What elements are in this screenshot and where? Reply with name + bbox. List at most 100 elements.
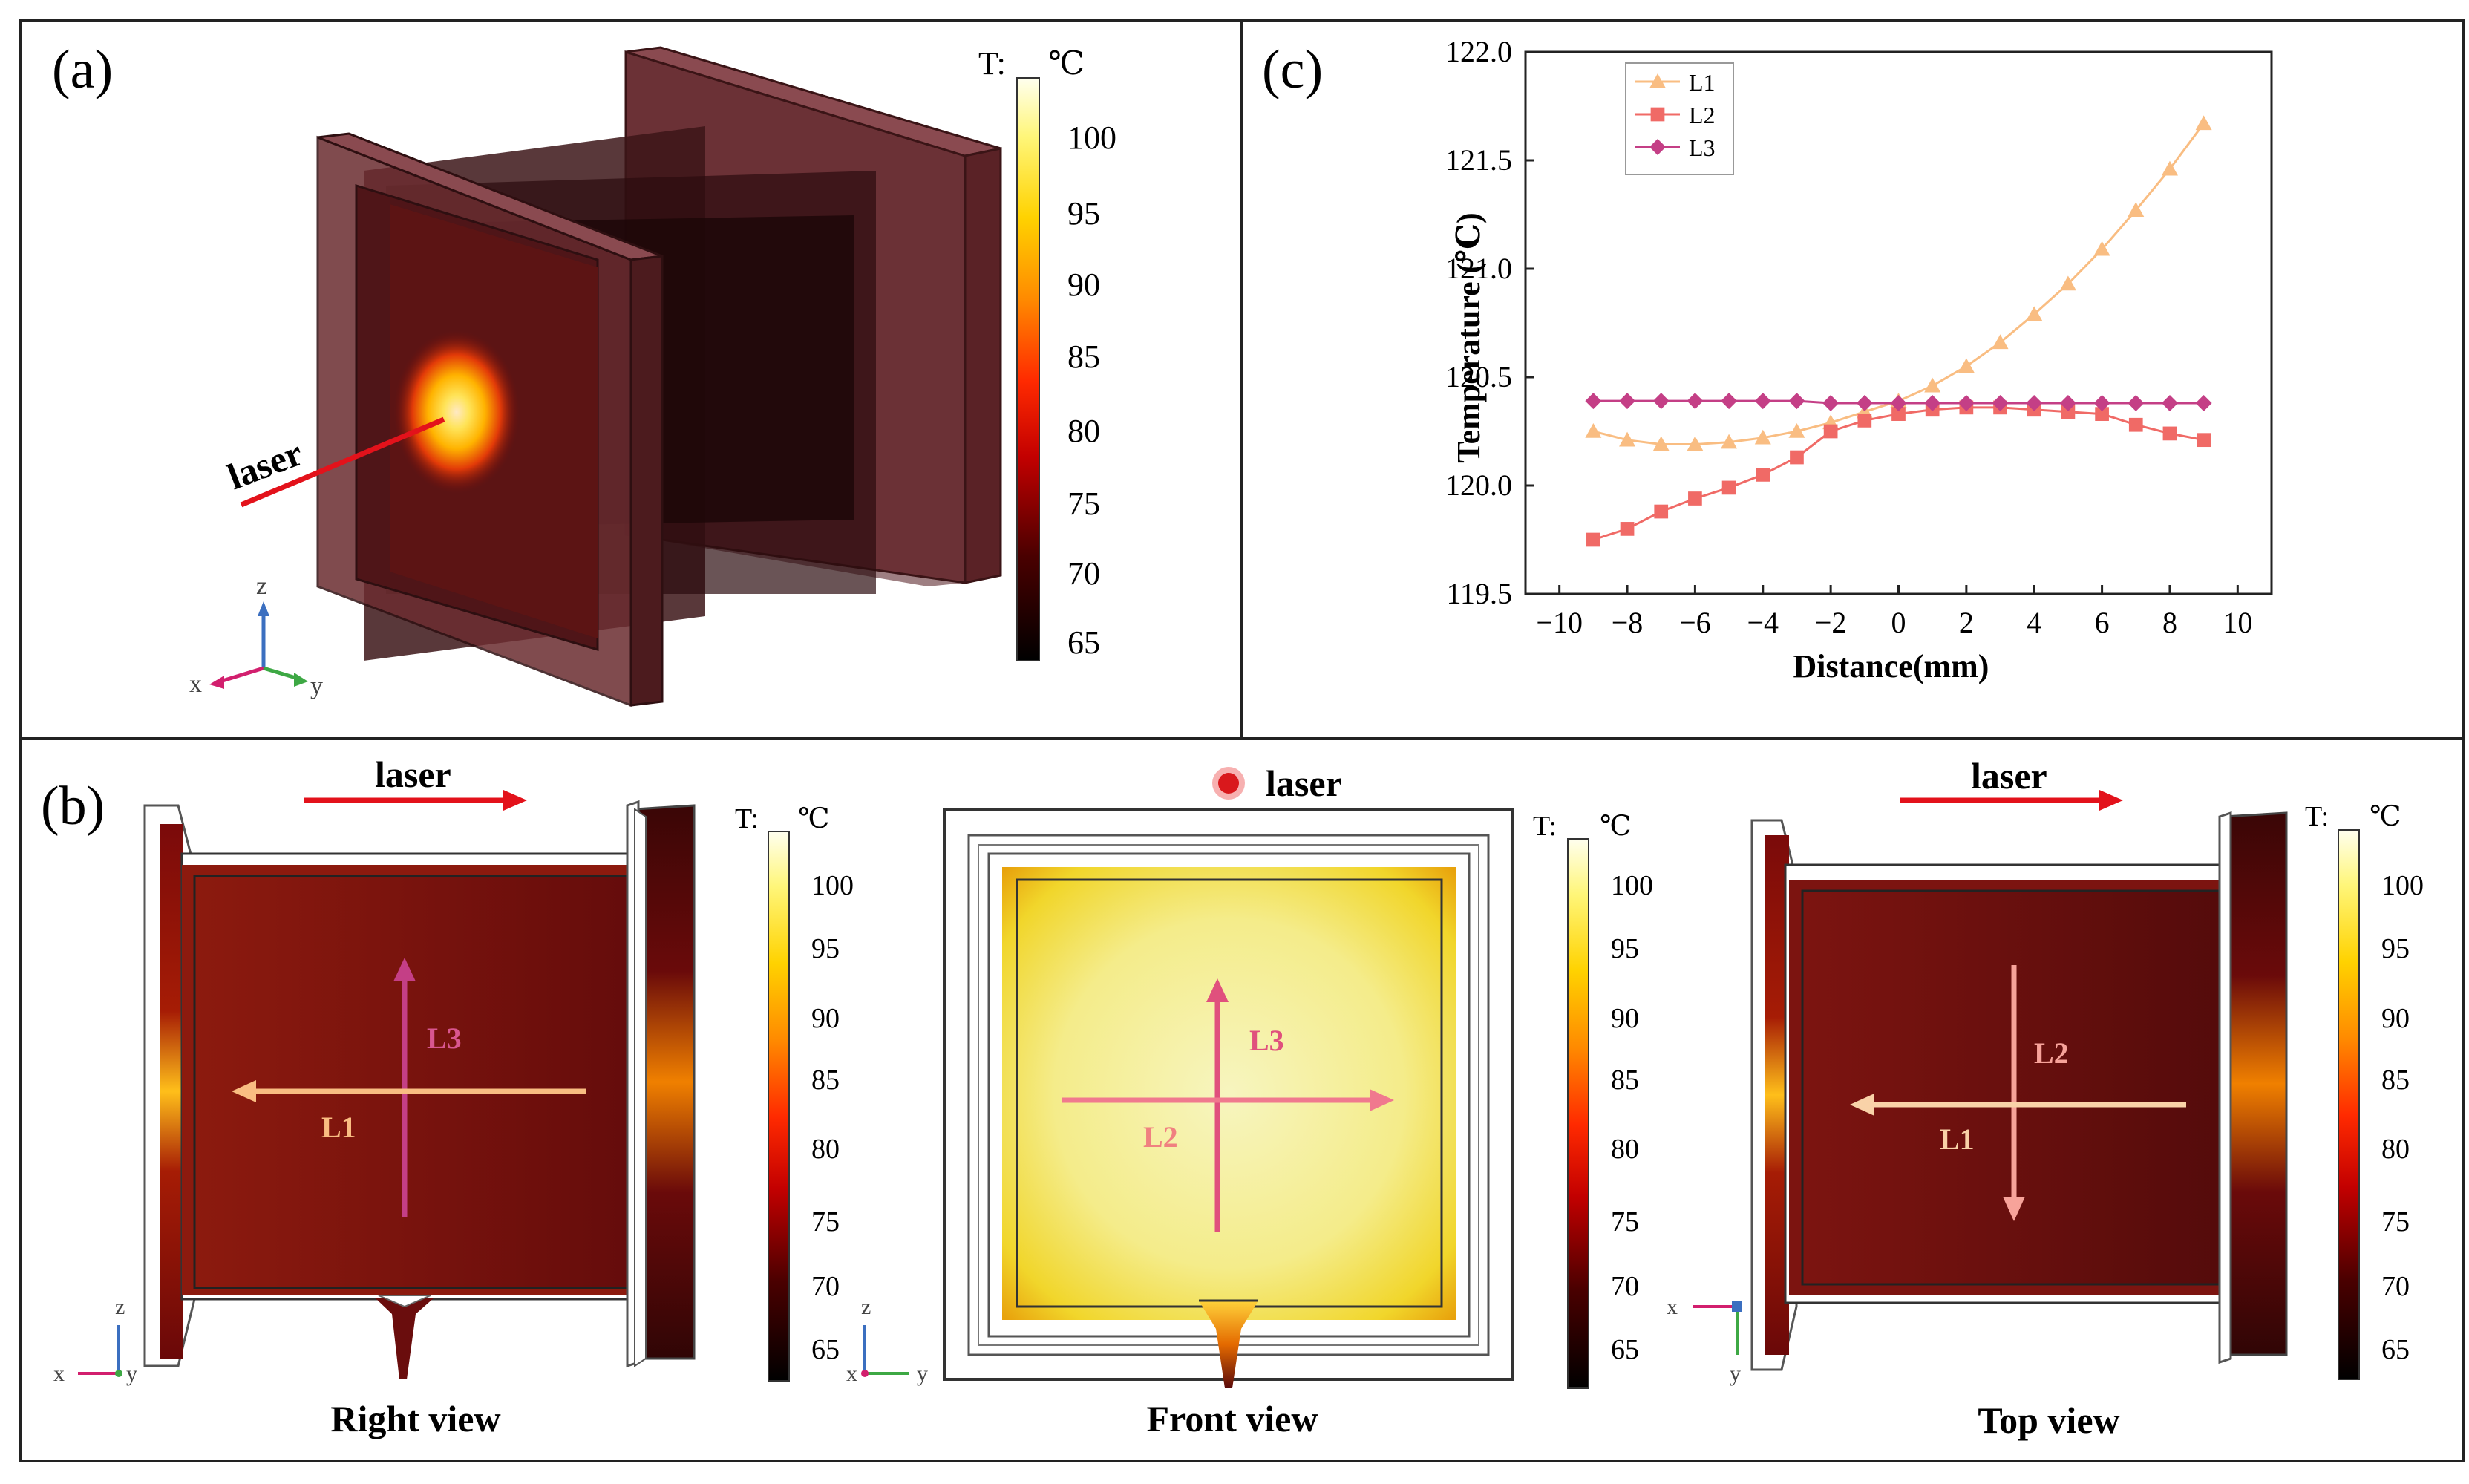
colorbar-tick: 80 [1067,413,1100,449]
laser-arrowhead [503,790,527,811]
data-point-L3 [1585,393,1602,410]
laser-beam [240,416,445,508]
cube-3d [316,46,1002,707]
colorbar-tick: 85 [2381,1065,2410,1096]
data-point-L2 [2061,405,2076,419]
colorbar-tick: 85 [1611,1065,1639,1096]
data-point-L3 [1619,393,1636,410]
x-tick-label: 0 [1891,606,1906,639]
axis-z-label: z [256,572,267,600]
colorbar-tick: 75 [1611,1206,1639,1238]
data-point-L2 [1620,522,1635,536]
colorbar-tick: 95 [2381,933,2410,964]
colorbar-top-view: T: ℃ 100 95 90 85 80 75 70 65 [2305,801,2424,1380]
view-caption: Right view [330,1398,500,1439]
axis-y-label: y [1730,1362,1741,1386]
colorbar-tick: 65 [811,1334,840,1365]
colorbar-unit: ℃ [1048,45,1085,82]
colorbar-tick: 80 [2381,1134,2410,1165]
data-point-L3 [1856,395,1873,412]
data-point-L3 [2195,395,2212,412]
colorbar-a: T: ℃ 100 95 90 85 80 75 70 65 [978,45,1116,661]
data-point-L1 [2161,160,2178,176]
x-axis-label: Distance(mm) [1793,648,1989,684]
data-point-L3 [1754,393,1771,410]
data-point-L2 [1721,480,1736,495]
data-point-L3 [1687,393,1704,410]
data-point-L3 [2026,395,2043,412]
data-point-L3 [2161,395,2178,412]
view-caption: Front view [1147,1398,1318,1439]
colorbar-tick: 85 [811,1065,840,1096]
colorbar-tick: 70 [1067,555,1100,592]
x-tick-label: 8 [2162,606,2177,639]
data-point-L1 [1687,436,1704,451]
data-point-L2 [1823,424,1838,439]
series-line-L2 [1592,406,2204,541]
colorbar-title: T: [735,803,759,834]
x-tick-label: 6 [2095,606,2110,639]
data-point-L2 [1688,491,1702,506]
data-point-L2 [1654,504,1669,519]
legend-marker-L1 [1649,73,1666,88]
data-point-L1 [2128,202,2145,217]
line-chart: −10 −8 −6 −4 −2 0 2 4 6 8 10 119.5 120.0 120.5 121.0 12… [1445,35,2273,684]
colorbar-tick: 95 [811,933,840,964]
y-tick-label: 120.0 [1445,468,1512,502]
colorbar-unit: ℃ [1600,811,1632,842]
data-point-L2 [2162,426,2177,441]
data-point-L3 [1721,393,1738,410]
axis-triad: z x y [846,1295,928,1386]
right-view: laser L1 L3 z x y [53,754,854,1439]
data-point-L2 [2095,407,2109,421]
colorbar-tick: 70 [811,1271,840,1302]
colorbar-tick: 100 [2381,870,2424,901]
data-point-L1 [1992,334,2009,350]
colorbar-tick: 100 [811,870,854,901]
axis-y-label: y [126,1362,137,1386]
axis-x-label: x [53,1362,65,1386]
colorbar-tick: 100 [1067,120,1116,156]
panel-a-label: (a) [52,39,113,100]
axis-triad: z x y [189,572,323,700]
panel-c: (c) −10 −8 −6 −4 −2 0 2 4 6 8 10 119.5 120.0 120.5 121… [1262,35,2273,684]
line-label-L3: L3 [427,1022,462,1055]
data-point-L2 [1891,407,1906,421]
colorbar-right-view: T: ℃ 100 95 90 85 80 75 70 65 [735,803,854,1382]
line-label-L1: L1 [321,1111,356,1144]
front-view: laser L2 L3 z x y Front view [846,762,1653,1439]
laser-label: laser [1266,762,1342,804]
axis-y-label: y [917,1362,928,1386]
colorbar-tick: 90 [1067,267,1100,303]
colorbar-tick: 80 [811,1134,840,1165]
laser-label: laser [1971,755,2047,797]
panel-a: (a) laser z [52,39,1116,707]
legend-label-L2: L2 [1689,102,1716,128]
data-point-L1 [1754,429,1771,445]
laser-arrowhead [2099,790,2123,811]
colorbar-ticks: 100 95 90 85 80 75 70 65 [1067,120,1116,661]
colorbar-ticks: 100 95 90 85 80 75 70 65 [1611,870,1653,1365]
x-tick-label: −8 [1612,606,1644,639]
data-point-L2 [2197,433,2211,448]
colorbar-tick: 90 [811,1003,840,1034]
data-point-L2 [1857,414,1872,428]
data-point-L3 [1822,395,1840,412]
laser-label: laser [222,431,308,497]
legend-marker-L2 [1650,107,1665,122]
data-point-L3 [2128,395,2145,412]
figure-frame [19,19,2465,1462]
line-label-L1: L1 [1940,1122,1975,1156]
laser-label: laser [375,754,451,795]
data-point-L1 [2093,241,2110,256]
colorbar-tick: 90 [2381,1003,2410,1034]
data-point-L1 [2059,275,2076,291]
colorbar-tick: 95 [1067,195,1100,232]
x-tick-label: 10 [2223,606,2252,639]
y-axis-label: Temperature (℃) [1451,212,1487,462]
colorbar-tick: 65 [2381,1334,2410,1365]
y-tick-label: 121.0 [1445,252,1512,285]
legend-label-L1: L1 [1689,69,1716,96]
x-tick-label: −2 [1815,606,1847,639]
